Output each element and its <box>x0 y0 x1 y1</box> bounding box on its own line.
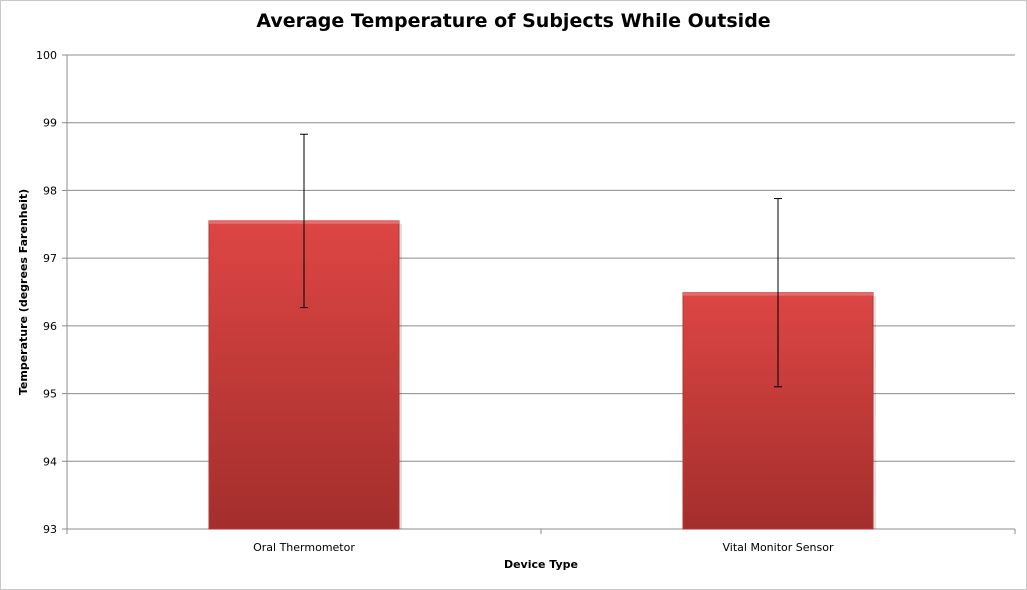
y-tick-label: 94 <box>43 455 57 468</box>
bars <box>208 220 876 530</box>
y-tick-label: 93 <box>43 523 57 536</box>
y-tick-label: 100 <box>36 49 57 62</box>
y-tick-label: 96 <box>43 320 57 333</box>
y-tick-label: 95 <box>43 388 57 401</box>
x-tick-label: Oral Thermometor <box>253 541 355 554</box>
y-tick-label: 97 <box>43 252 57 265</box>
error-bars <box>300 133 782 388</box>
tick-labels: 93 94 95 96 97 98 99 100 Oral Thermometor Vital M… <box>36 49 834 554</box>
y-tick-label: 98 <box>43 184 57 197</box>
x-tick-label: Vital Monitor Sensor <box>723 541 834 554</box>
y-axis-title: Temperature (degrees Farenheit) <box>17 189 30 395</box>
chart-title: Average Temperature of Subjects While Ou… <box>256 10 771 32</box>
x-axis-title: Device Type <box>504 558 578 571</box>
y-tick-label: 99 <box>43 117 57 130</box>
